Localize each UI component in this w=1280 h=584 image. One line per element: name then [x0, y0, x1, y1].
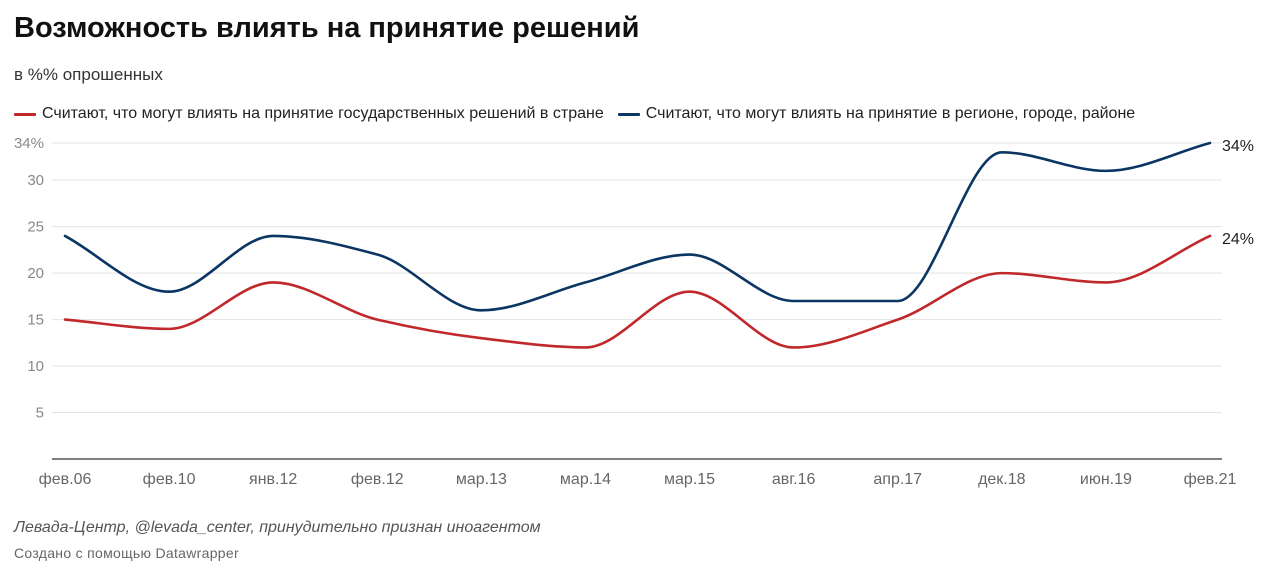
x-tick-label-0: фев.06 — [39, 471, 92, 488]
end-label-regional: 34% — [1222, 138, 1254, 155]
y-tick-label-25: 25 — [27, 219, 44, 236]
y-tick-label-20: 20 — [27, 265, 44, 282]
x-tick-label-1: фев.10 — [143, 471, 196, 488]
legend-item-regional: Считают, что могут влиять на принятие в … — [617, 105, 1136, 123]
y-tick-label-30: 30 — [27, 172, 44, 189]
y-tick-label-34: 34% — [14, 135, 44, 152]
x-tick-label-4: мар.13 — [456, 471, 507, 488]
x-tick-label-8: апр.17 — [873, 471, 922, 488]
y-tick-label-10: 10 — [27, 358, 44, 375]
series-line-state — [63, 234, 1212, 349]
legend-item-state: Считают, что могут влиять на принятие го… — [14, 105, 604, 123]
y-tick-label-15: 15 — [27, 312, 44, 329]
x-tick-label-11: фев.21 — [1184, 471, 1237, 488]
legend-swatch-regional — [617, 112, 640, 116]
legend: Считают, что могут влиять на принятие го… — [14, 105, 1135, 123]
x-tick-label-6: мар.15 — [664, 471, 715, 488]
x-tick-label-3: фев.12 — [351, 471, 404, 488]
credit-note: Создано с помощью Datawrapper — [14, 545, 239, 561]
x-tick-label-7: авг.16 — [772, 471, 816, 488]
legend-swatch-state — [14, 112, 36, 116]
chart-title: Возможность влиять на принятие решений — [14, 12, 640, 44]
x-tick-label-2: янв.12 — [249, 471, 297, 488]
series-line-regional — [63, 141, 1212, 312]
chart-subtitle: в %% опрошенных — [14, 65, 163, 84]
end-label-state: 24% — [1222, 231, 1254, 248]
y-tick-label-5: 5 — [36, 405, 44, 422]
x-tick-label-10: июн.19 — [1080, 471, 1132, 488]
legend-label-state: Считают, что могут влиять на принятие го… — [42, 105, 604, 122]
source-note: Левада-Центр, @levada_center, принудител… — [14, 519, 541, 536]
legend-label-regional: Считают, что могут влиять на принятие в … — [645, 105, 1136, 122]
x-tick-label-5: мар.14 — [560, 471, 611, 488]
x-tick-label-9: дек.18 — [978, 471, 1026, 488]
